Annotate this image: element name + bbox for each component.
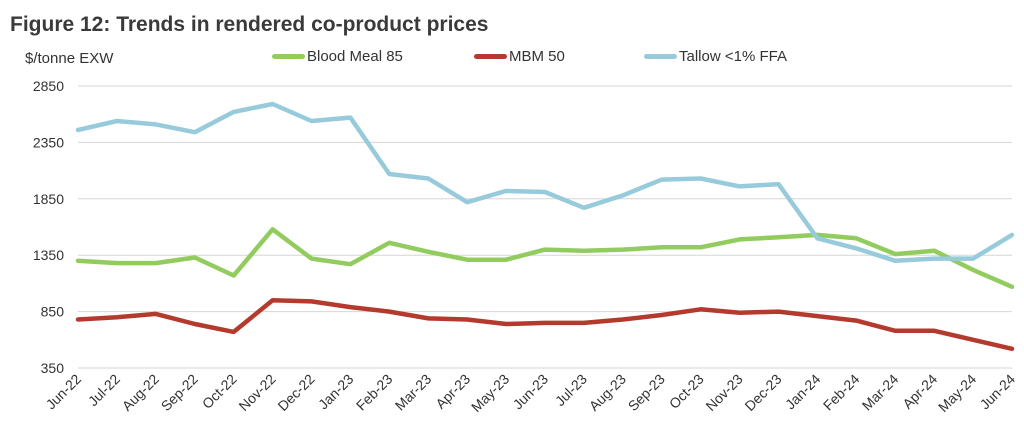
legend-item-tallow: Tallow <1% FFA xyxy=(644,48,787,65)
x-tick-label: Jun-24 xyxy=(977,371,1019,413)
series-line-blood-meal-85 xyxy=(75,227,1015,290)
series-line-mbm-50 xyxy=(75,298,1015,352)
y-axis-label: $/tonne EXW xyxy=(25,50,114,67)
x-tick-label: Mar-24 xyxy=(859,371,902,414)
x-tick-labels: Jun-22 Jul-22Aug-22Sep-22Oct-22Nov-22Dec-… xyxy=(43,371,1019,415)
legend-label-tallow: Tallow <1% FFA xyxy=(679,48,787,65)
x-tick-label: Feb-23 xyxy=(353,371,396,414)
y-tick-label: 350 xyxy=(41,360,65,376)
chart-title: Figure 12: Trends in rendered co-product… xyxy=(10,13,489,36)
y-tick-label: 850 xyxy=(41,304,65,320)
x-tick-label: Aug-23 xyxy=(586,371,629,414)
y-tick-labels: 350 850 1350 1850 2350 2850 xyxy=(33,78,64,376)
x-tick-label: Mar-23 xyxy=(392,371,435,414)
x-tick-label: Oct-22 xyxy=(199,371,240,412)
x-tick-label: Aug-22 xyxy=(119,371,162,414)
x-tick-label: May-24 xyxy=(935,371,979,415)
x-tick-label: Jul-22 xyxy=(85,371,123,409)
x-tick-label: Oct-23 xyxy=(666,371,707,412)
x-tick-label: Apr-23 xyxy=(432,371,473,412)
y-tick-label: 1350 xyxy=(33,247,64,263)
legend-label-mbm: MBM 50 xyxy=(509,48,565,65)
legend-item-mbm: MBM 50 xyxy=(474,48,565,65)
legend: Blood Meal 85 MBM 50 Tallow <1% FFA xyxy=(0,48,1024,68)
x-tick-label: Nov-23 xyxy=(702,371,745,414)
legend-swatch-mbm xyxy=(474,54,507,59)
legend-label-blood-meal: Blood Meal 85 xyxy=(307,48,403,65)
x-tick-label: Dec-22 xyxy=(274,371,317,414)
x-tick-label: Nov-22 xyxy=(235,371,278,414)
x-tick-label: Jan-24 xyxy=(782,371,824,413)
y-tick-label: 1850 xyxy=(33,191,64,207)
legend-swatch-tallow xyxy=(644,54,677,59)
legend-swatch-blood-meal xyxy=(272,54,305,59)
series-lines xyxy=(75,101,1015,352)
x-tick-label: Sep-23 xyxy=(625,371,668,414)
x-tick-label: May-23 xyxy=(468,371,512,415)
x-tick-label: Jun-22 xyxy=(43,371,85,413)
x-tick-label: Sep-22 xyxy=(158,371,201,414)
x-tick-label: Jul-23 xyxy=(552,371,590,409)
x-tick-label: Jan-23 xyxy=(315,371,357,413)
y-tick-label: 2850 xyxy=(33,78,64,94)
x-tick-label: Jun-23 xyxy=(510,371,552,413)
series-line-tallow xyxy=(75,101,1015,264)
legend-item-blood-meal: Blood Meal 85 xyxy=(272,48,403,65)
x-tick-label: Feb-24 xyxy=(820,371,863,414)
x-tick-label: Dec-23 xyxy=(741,371,784,414)
y-tick-label: 2350 xyxy=(33,134,64,150)
x-tick-label: Apr-24 xyxy=(899,371,940,412)
gridlines xyxy=(78,85,1012,369)
